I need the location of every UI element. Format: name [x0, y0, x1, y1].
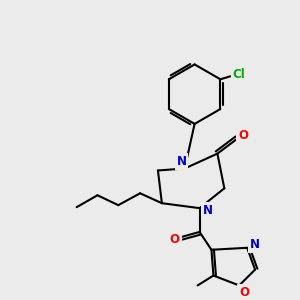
Text: O: O [238, 129, 248, 142]
Text: N: N [250, 238, 260, 251]
Text: O: O [170, 233, 180, 246]
Text: Cl: Cl [233, 68, 246, 81]
Text: N: N [202, 204, 212, 217]
Text: N: N [177, 155, 187, 168]
Text: O: O [239, 286, 249, 299]
